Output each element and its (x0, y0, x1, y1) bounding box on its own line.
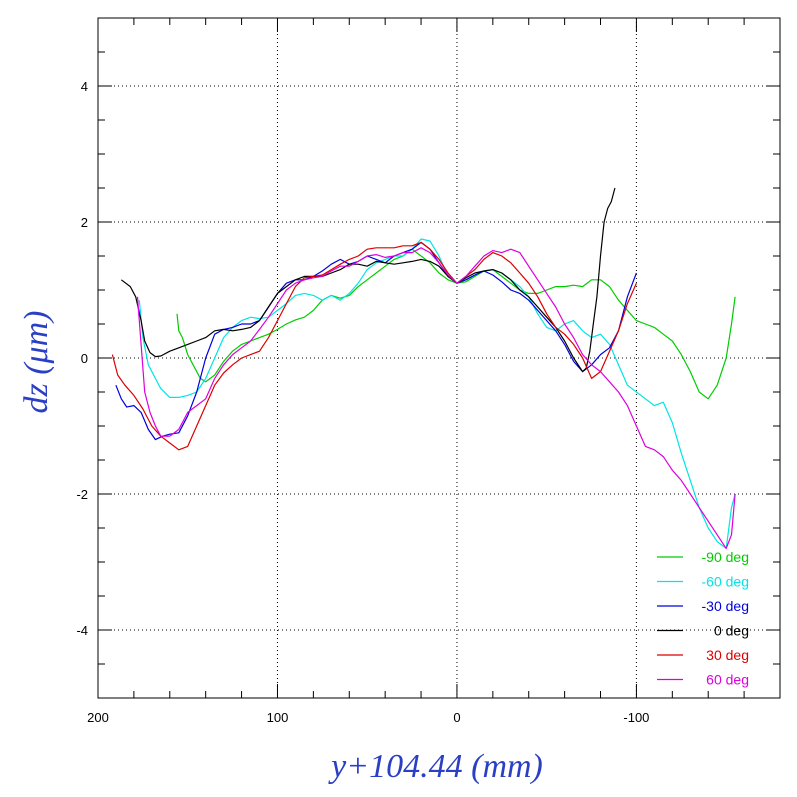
legend-label: 60 deg (706, 672, 749, 688)
series-line-3 (120, 187, 616, 373)
y-tick-label: -2 (76, 487, 88, 502)
axis-ticks (97, 17, 781, 699)
tick-labels: 200 100 0 -100 4 2 0 -2 -4 (76, 79, 649, 725)
x-tick-label: 100 (267, 710, 289, 725)
legend-label: -90 deg (702, 549, 749, 565)
x-tick-label: 200 (87, 710, 109, 725)
y-axis-title: dz (μm) (18, 311, 55, 414)
series-lines (111, 187, 736, 550)
series-line-1 (138, 238, 736, 550)
series-line-5 (136, 247, 736, 550)
legend: -90 deg -60 deg -30 deg 0 deg 30 deg 60 deg (657, 549, 749, 688)
legend-label: -60 deg (702, 574, 749, 590)
legend-label: 0 deg (714, 623, 749, 639)
legend-label: 30 deg (706, 647, 749, 663)
x-axis-title: y+104.44 (mm) (328, 748, 543, 785)
y-tick-label: 4 (81, 79, 88, 94)
grid (97, 18, 780, 698)
y-tick-label: 0 (81, 351, 88, 366)
y-tick-label: -4 (76, 623, 88, 638)
y-tick-label: 2 (81, 215, 88, 230)
series-line-4 (111, 241, 637, 451)
series-line-2 (115, 241, 637, 441)
legend-label: -30 deg (702, 598, 749, 614)
series-line-0 (176, 248, 736, 400)
x-tick-label: -100 (623, 710, 649, 725)
x-tick-label: 0 (453, 710, 460, 725)
